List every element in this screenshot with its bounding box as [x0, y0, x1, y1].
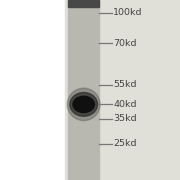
Text: 55kd: 55kd	[113, 80, 137, 89]
Text: 35kd: 35kd	[113, 114, 137, 123]
Ellipse shape	[67, 88, 100, 121]
Ellipse shape	[73, 96, 94, 112]
Bar	[65, 0, 180, 180]
Text: 100kd: 100kd	[113, 8, 143, 17]
Ellipse shape	[70, 93, 98, 116]
Bar	[68, 0, 99, 7]
Text: 40kd: 40kd	[113, 100, 137, 109]
Bar	[68, 0, 99, 180]
Text: 25kd: 25kd	[113, 140, 137, 148]
Text: 70kd: 70kd	[113, 39, 137, 48]
